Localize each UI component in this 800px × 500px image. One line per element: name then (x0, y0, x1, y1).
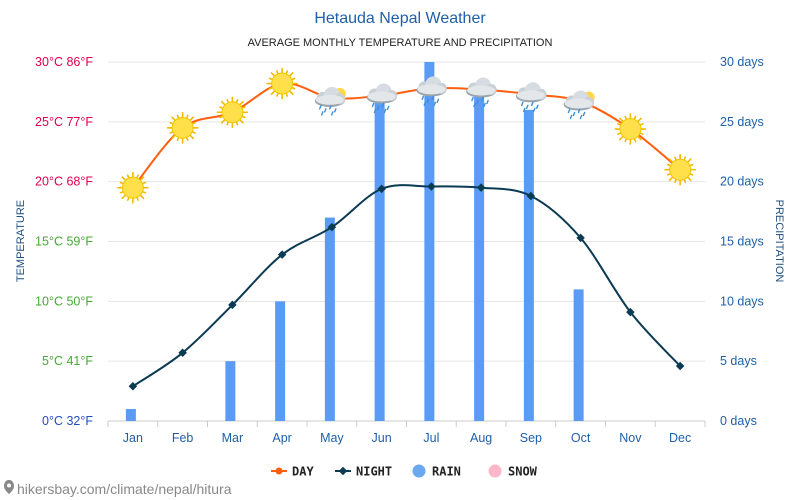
x-tick-label-sep: Sep (520, 431, 542, 445)
night-line (132, 184, 681, 388)
cloud-sun-icon (314, 86, 346, 116)
x-tick-label-jul: Jul (423, 431, 439, 445)
weather-icons (117, 67, 696, 204)
right-tick-label: 15 days (720, 235, 764, 249)
night-point-jul (427, 182, 436, 191)
night-point-jun (377, 184, 386, 194)
cloud-rain-icon (466, 77, 497, 108)
legend-item-snow[interactable]: SNOW (488, 464, 538, 479)
left-tick-label: 15°C 59°F (35, 235, 93, 249)
right-tick-label: 5 days (720, 354, 757, 368)
legend-label: DAY (292, 465, 314, 479)
sun-icon (216, 96, 249, 129)
sun-icon (664, 153, 696, 186)
right-axis-label: PRECIPITATION (773, 200, 785, 283)
sun-icon (614, 113, 647, 145)
left-tick-label: 20°C 68°F (35, 175, 93, 189)
night-point-jan (128, 382, 138, 391)
grid-lines (107, 61, 706, 427)
pin-icon (4, 480, 14, 494)
x-tick-label-feb: Feb (172, 431, 194, 445)
x-tick-label-jan: Jan (123, 431, 143, 445)
cloud-rain-icon (416, 76, 447, 107)
rain-bar-jun (374, 97, 385, 422)
right-tick-label: 10 days (720, 294, 764, 308)
x-tick-label-mar: Mar (222, 431, 244, 445)
legend-label: NIGHT (356, 465, 392, 479)
rain-bar-sep (523, 109, 534, 421)
rain-bar-jul (424, 62, 435, 421)
rain-bar-oct (573, 289, 584, 421)
left-axis-ticks: 0°C 32°F 5°C 41°F 10°C 50°F 15°C 59°F 20°C 6… (35, 55, 93, 428)
x-tick-label-aug: Aug (470, 431, 492, 445)
right-tick-label: 30 days (720, 55, 764, 69)
legend-label: SNOW (508, 465, 538, 479)
cloud-sun-icon (563, 90, 595, 120)
left-tick-label: 0°C 32°F (42, 414, 93, 428)
x-tick-label-nov: Nov (619, 431, 642, 445)
night-point-apr (277, 250, 287, 259)
left-axis-label: TEMPERATURE (15, 200, 27, 282)
rain-bars (125, 62, 584, 422)
rain-bar-may (324, 217, 335, 421)
temperature-lines (128, 82, 685, 391)
night-point-may (327, 222, 337, 232)
rain-bar-jan (125, 409, 136, 421)
cloud-rain-icon (366, 83, 398, 114)
left-tick-label: 30°C 86°F (35, 55, 93, 69)
legend-item-night[interactable]: NIGHT (335, 465, 392, 479)
rain-bar-aug (474, 85, 485, 421)
sun-icon (266, 67, 298, 100)
night-point-nov (626, 307, 635, 317)
night-point-aug (476, 183, 486, 192)
footer-source-text[interactable]: hikersbay.com/climate/nepal/hitura (17, 481, 232, 497)
cloud-rain-icon (515, 82, 547, 113)
rain-bar-apr (275, 301, 286, 421)
x-tick-label-oct: Oct (571, 431, 591, 445)
footer-source[interactable]: hikersbay.com/climate/nepal/hitura (4, 480, 232, 497)
right-tick-label: 0 days (720, 414, 757, 428)
legend-label: RAIN (432, 465, 461, 479)
legend-item-rain[interactable]: RAIN (412, 464, 461, 479)
day-line (132, 82, 681, 189)
right-tick-label: 20 days (720, 175, 764, 189)
sun-icon (166, 112, 199, 144)
x-tick-label-apr: Apr (272, 431, 291, 445)
chart-subtitle: AVERAGE MONTHLY TEMPERATURE AND PRECIPIT… (248, 37, 553, 49)
x-axis-ticks: Jan Feb Mar Apr May Jun Jul Aug Sep Oct Nov Dec (123, 431, 691, 445)
chart-legend: DAY NIGHT RAIN SNOW (271, 464, 538, 479)
x-tick-label-dec: Dec (669, 431, 691, 445)
rain-bar-mar (225, 361, 236, 421)
chart-title: Hetauda Nepal Weather (314, 10, 486, 27)
right-axis-ticks: 0 days 5 days 10 days 15 days 20 days 25 days… (720, 55, 764, 428)
legend-item-day[interactable]: DAY (271, 465, 314, 479)
left-tick-label: 5°C 41°F (42, 354, 93, 368)
night-point-feb (178, 348, 187, 358)
x-tick-label-jun: Jun (372, 431, 392, 445)
left-tick-label: 10°C 50°F (35, 294, 93, 308)
x-tick-label-may: May (320, 431, 344, 445)
sun-icon (117, 171, 149, 204)
night-point-mar (228, 300, 237, 310)
left-tick-label: 25°C 77°F (35, 115, 93, 129)
night-point-dec (675, 361, 685, 371)
right-tick-label: 25 days (720, 115, 764, 129)
